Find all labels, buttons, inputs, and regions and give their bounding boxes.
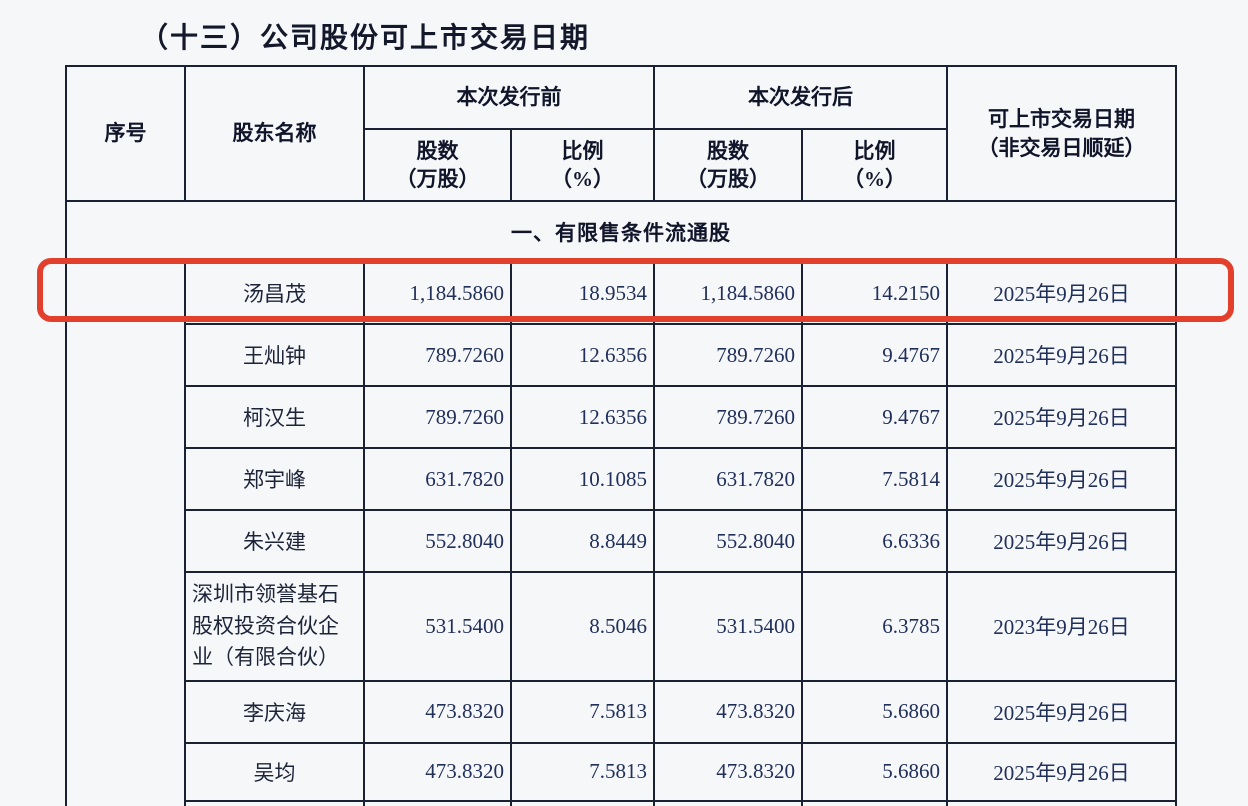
cell-tradable-date: 2025年9月26日 [946, 509, 1177, 573]
cell-shares-after: 789.7260 [653, 323, 803, 387]
cell-shares-after: 789.7260 [653, 385, 803, 449]
cell-shares-after: 1,184.5860 [653, 261, 803, 325]
header-row-subcolumns: 股数 （万股） 比例 （%） 股数 （万股） 比例 （%） [66, 128, 1176, 202]
cell-shares-before: 631.7820 [363, 447, 512, 511]
table-row: 汤昌茂 1,184.5860 18.9534 1,184.5860 14.215… [65, 261, 1177, 806]
header-seq: 序号 [65, 65, 186, 202]
header-row-groups: 序号 股东名称 本次发行前 本次发行后 可上市交易日期 （非交易日顺延） [65, 65, 1177, 202]
share-tradable-date-table: 序号 股东名称 本次发行前 本次发行后 可上市交易日期 （非交易日顺延） 股数 … [65, 65, 1177, 806]
cell-tradable-date [946, 799, 1177, 806]
cell-ratio-after: 6.3785 [801, 571, 948, 682]
cell-tradable-date: 2025年9月26日 [946, 679, 1177, 744]
cell-shareholder-name: 李庆海 [184, 679, 365, 744]
cell-shares-after: 631.7820 [653, 447, 803, 511]
cell-shares-before: 473.8320 [363, 741, 512, 802]
table-row: 柯汉生 789.7260 12.6356 789.7260 9.4767 202… [66, 385, 1177, 449]
cell-shares-after: 531.5400 [653, 571, 803, 682]
cell-ratio-after: 5.6860 [801, 741, 948, 802]
header-shares-after: 股数 （万股） [653, 128, 803, 202]
cell-ratio-before: 18.9534 [510, 261, 655, 325]
header-tradable-date: 可上市交易日期 （非交易日顺延） [946, 65, 1177, 202]
cell-ratio-after: 9.4767 [801, 323, 948, 387]
cell-tradable-date: 2023年9月26日 [946, 571, 1177, 682]
cell-ratio-after [801, 799, 948, 806]
table-row: 深圳市领誉基石股权投资合伙企业（有限合伙） 531.5400 8.5046 53… [66, 571, 1177, 682]
cell-shares-before [363, 799, 512, 806]
cell-shareholder-name: 郑宇峰 [184, 447, 365, 511]
cell-ratio-before: 12.6356 [510, 323, 655, 387]
cell-ratio-after: 6.6336 [801, 509, 948, 573]
cell-tradable-date: 2025年9月26日 [946, 323, 1177, 387]
cell-shareholder-name: 吴均 [184, 741, 365, 802]
header-ratio-before: 比例 （%） [510, 128, 655, 202]
header-ratio-after: 比例 （%） [801, 128, 948, 202]
cell-ratio-after: 7.5814 [801, 447, 948, 511]
cell-tradable-date: 2025年9月26日 [946, 385, 1177, 449]
table-row: 李庆海 473.8320 7.5813 473.8320 5.6860 2025… [66, 679, 1177, 744]
header-group-after-issue: 本次发行后 [653, 65, 948, 130]
cell-shares-before: 789.7260 [363, 323, 512, 387]
cell-shares-before: 531.5400 [363, 571, 512, 682]
page-title: （十三）公司股份可上市交易日期 [140, 23, 591, 54]
cell-ratio-before: 8.8449 [510, 509, 655, 573]
cell-ratio-after: 9.4767 [801, 385, 948, 449]
cell-tradable-date: 2025年9月26日 [946, 261, 1177, 325]
cell-ratio-before: 8.5046 [510, 571, 655, 682]
cell-shares-before: 473.8320 [363, 679, 512, 744]
section-header-row: 一、有限售条件流通股 [65, 200, 1177, 263]
table-row: 郑宇峰 631.7820 10.1085 631.7820 7.5814 202… [66, 447, 1177, 511]
table-row: 王灿钟 789.7260 12.6356 789.7260 9.4767 202… [66, 323, 1177, 387]
cell-ratio-after: 14.2150 [801, 261, 948, 325]
cell-shareholder-name [184, 799, 365, 806]
cell-shareholder-name: 王灿钟 [184, 323, 365, 387]
cell-seq-merged [65, 261, 186, 806]
table-row: 朱兴建 552.8040 8.8449 552.8040 6.6336 2025… [66, 509, 1177, 573]
cell-shares-after: 473.8320 [653, 741, 803, 802]
cell-tradable-date: 2025年9月26日 [946, 741, 1177, 802]
section-header-restricted-shares: 一、有限售条件流通股 [65, 200, 1177, 263]
cell-shares-before: 1,184.5860 [363, 261, 512, 325]
cell-shares-after: 473.8320 [653, 679, 803, 744]
table-row: 吴均 473.8320 7.5813 473.8320 5.6860 2025年… [66, 741, 1177, 802]
cell-shareholder-name: 朱兴建 [184, 509, 365, 573]
cell-ratio-after: 5.6860 [801, 679, 948, 744]
cell-shares-after: 552.8040 [653, 509, 803, 573]
cell-shares-before: 552.8040 [363, 509, 512, 573]
header-shares-before: 股数 （万股） [363, 128, 512, 202]
cell-shares-before: 789.7260 [363, 385, 512, 449]
header-shareholder-name: 股东名称 [184, 65, 365, 202]
table-row-partial [66, 799, 1177, 806]
cell-shares-after [653, 799, 803, 806]
cell-ratio-before [510, 799, 655, 806]
cell-ratio-before: 12.6356 [510, 385, 655, 449]
header-group-before-issue: 本次发行前 [363, 65, 655, 130]
cell-ratio-before: 7.5813 [510, 741, 655, 802]
cell-ratio-before: 7.5813 [510, 679, 655, 744]
cell-shareholder-name: 深圳市领誉基石股权投资合伙企业（有限合伙） [184, 571, 365, 682]
cell-tradable-date: 2025年9月26日 [946, 447, 1177, 511]
cell-ratio-before: 10.1085 [510, 447, 655, 511]
cell-shareholder-name: 汤昌茂 [184, 261, 365, 325]
cell-shareholder-name: 柯汉生 [184, 385, 365, 449]
